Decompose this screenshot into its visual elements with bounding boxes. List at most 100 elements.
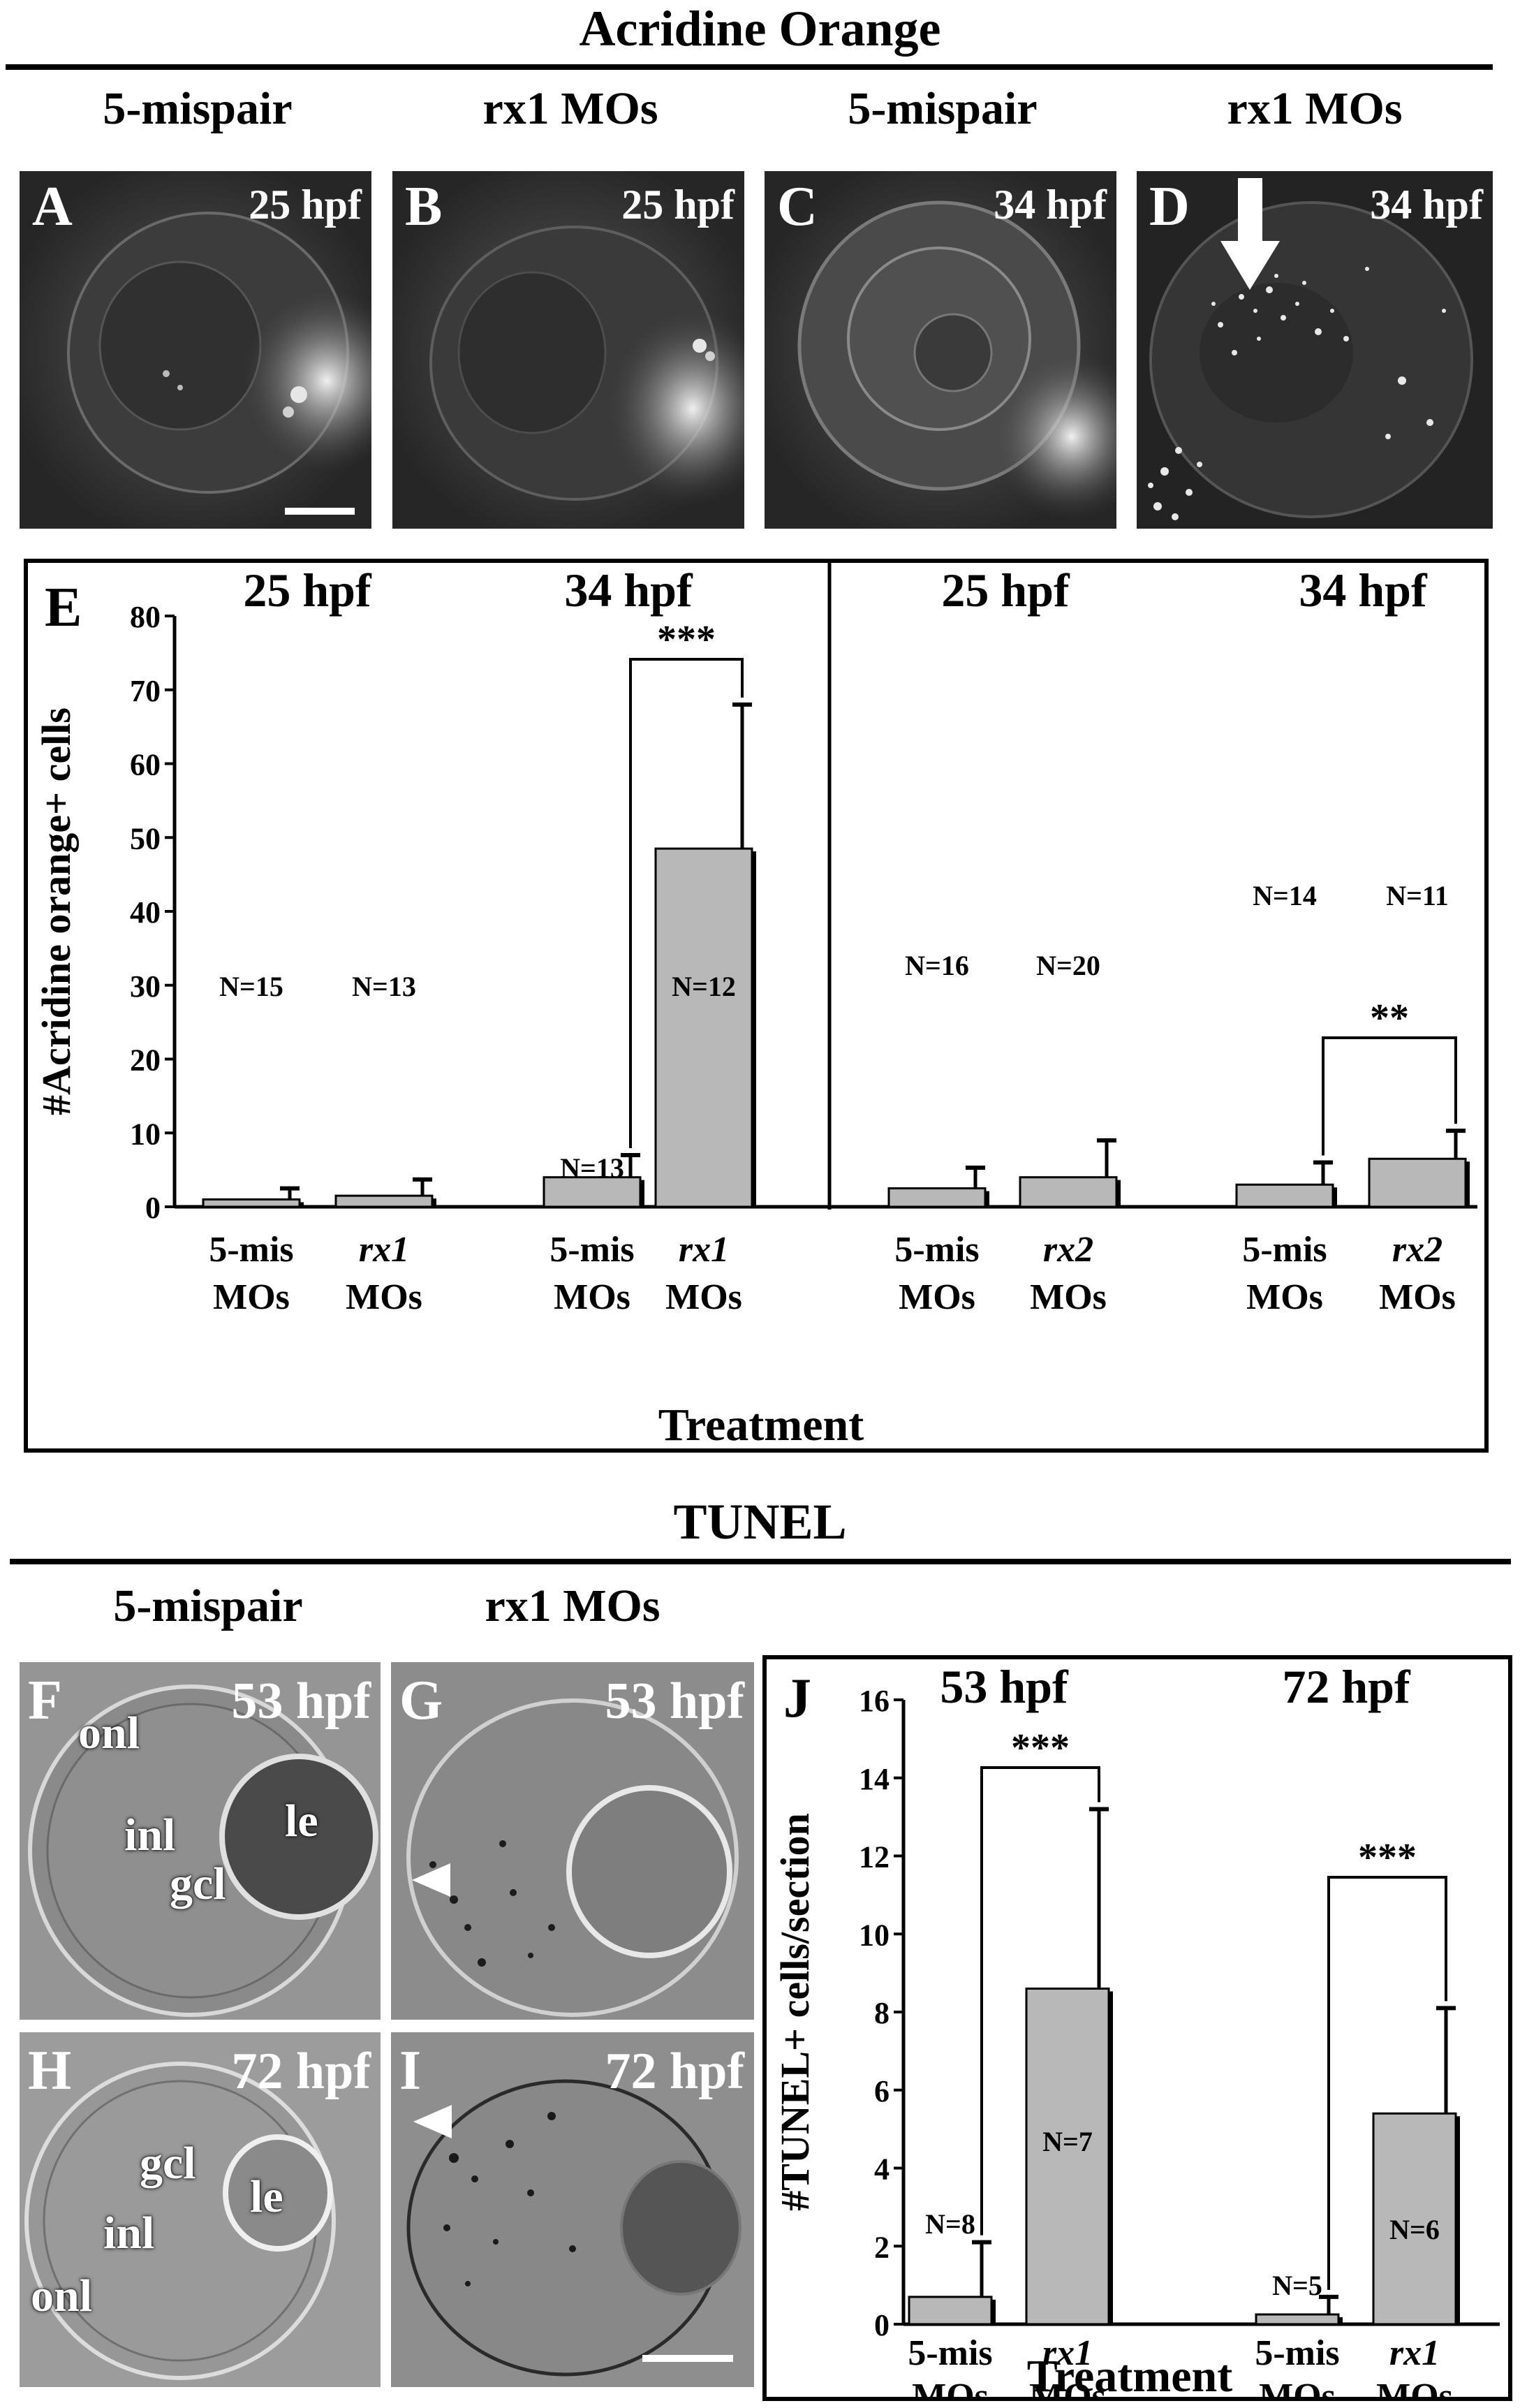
column-label-rx1-d: rx1 MOs <box>1227 83 1403 134</box>
bar <box>543 1176 642 1208</box>
scale-bar <box>642 2355 733 2362</box>
label-gcl-h: gcl <box>140 2138 196 2189</box>
panel-h-image <box>20 2032 381 2387</box>
sample-size-label: N=6 <box>1389 2214 1440 2245</box>
category-label-line1: 5-mis <box>549 1230 634 1270</box>
group-title: 34 hpf <box>564 564 693 617</box>
bar <box>1255 2313 1340 2326</box>
panel-letter: E <box>45 577 82 638</box>
category-label-line2: MOs <box>346 1277 422 1317</box>
category-label-line2: MOs <box>1246 1277 1323 1317</box>
acridine-title-rule <box>6 64 1493 70</box>
panel-letter-i: I <box>399 2040 422 2101</box>
category-label-line1: rx2 <box>1392 1230 1442 1270</box>
column-label-5-mispair-f: 5-mispair <box>113 1580 303 1631</box>
y-tick-label: 70 <box>130 674 161 708</box>
significance-stars: *** <box>657 618 716 661</box>
y-tick-label: 10 <box>130 1117 161 1151</box>
chart-panel-j: 0 2 4 6 8 10 12 14 16 #TUNEL+ cells/section Treatm… <box>762 1655 1512 2408</box>
micrograph-panel-a: A 25 hpf <box>20 171 371 529</box>
bar <box>908 2296 993 2326</box>
tunel-section-title: TUNEL <box>673 1494 847 1550</box>
category-label-line2: MOs <box>1029 2377 1106 2397</box>
y-tick-label: 40 <box>130 895 161 930</box>
acridine-section-title: Acridine Orange <box>579 1 941 57</box>
label-gcl-f: gcl <box>170 1858 226 1909</box>
category-label-line1: 5-mis <box>1255 2333 1339 2373</box>
group-title: 72 hpf <box>1282 1660 1411 1713</box>
y-axis-title: #Acridine orange+ cells <box>34 707 79 1115</box>
category-label-line1: rx2 <box>1043 1230 1093 1270</box>
panel-letter: J <box>783 1668 811 1729</box>
label-inl-h: inl <box>103 2208 155 2259</box>
sample-size-label: N=16 <box>905 950 969 981</box>
significance-bracket <box>629 658 744 1148</box>
panel-letter-b: B <box>405 176 443 237</box>
label-onl-f: onl <box>78 1708 140 1759</box>
micrograph-panel-h: H 72 hpf gcl le inl onl <box>20 2032 381 2387</box>
y-tick-label: 6 <box>874 2074 890 2108</box>
micrograph-panel-c: C 34 hpf <box>765 171 1116 529</box>
panel-time-g: 53 hpf <box>605 1673 744 1730</box>
label-le-h: le <box>250 2171 283 2222</box>
sample-size-label: N=8 <box>925 2208 975 2240</box>
group-title: 25 hpf <box>941 564 1070 617</box>
sample-size-label: N=7 <box>1042 2126 1093 2157</box>
sample-size-label: N=12 <box>672 971 736 1002</box>
group-title: 53 hpf <box>940 1660 1069 1713</box>
micrograph-panel-f: F 53 hpf onl inl gcl le <box>20 1662 381 2020</box>
tunel-title-rule <box>10 1559 1511 1564</box>
sample-size-label: N=13 <box>352 971 416 1002</box>
y-tick-label: 8 <box>874 1996 890 2030</box>
bar <box>202 1198 301 1208</box>
y-tick-label: 10 <box>859 1918 890 1952</box>
sample-size-label: N=15 <box>219 971 283 1002</box>
panel-c-image <box>765 171 1116 529</box>
y-axis-title: #TUNEL+ cells/section <box>772 1813 818 2211</box>
y-tick-label: 14 <box>859 1762 890 1796</box>
label-onl-h: onl <box>31 2270 93 2321</box>
category-label-line1: rx1 <box>679 1230 729 1270</box>
micrograph-panel-b: B 25 hpf <box>392 171 744 529</box>
panel-a-image <box>20 171 371 529</box>
y-tick-label: 60 <box>130 748 161 782</box>
micrograph-panel-d: D 34 hpf <box>1137 171 1493 529</box>
panel-time-f: 53 hpf <box>231 1673 371 1730</box>
significance-stars: *** <box>1011 1726 1070 1770</box>
bar <box>1372 2112 1457 2326</box>
y-tick-label: 30 <box>130 969 161 1004</box>
sample-size-label: N=5 <box>1272 2270 1322 2301</box>
column-label-rx1-g: rx1 MOs <box>485 1580 661 1631</box>
label-inl-f: inl <box>124 1809 176 1860</box>
panel-time-a: 25 hpf <box>249 182 362 228</box>
chart-panel-e: 0 10 20 30 40 50 60 70 80 #Acridine orange+ cells… <box>24 559 1489 1453</box>
sample-size-label: N=11 <box>1386 880 1448 911</box>
category-label-line2: MOs <box>912 2377 989 2397</box>
bar <box>1235 1183 1334 1208</box>
significance-bracket <box>980 1766 1100 2236</box>
y-tick-label: 80 <box>130 600 161 634</box>
arrowhead-icon <box>412 1863 450 1897</box>
sample-size-label: N=13 <box>560 1152 624 1184</box>
category-label-line1: rx1 <box>1389 2333 1440 2373</box>
significance-bracket <box>1327 1876 1447 2290</box>
panel-time-b: 25 hpf <box>621 182 735 228</box>
panel-letter-g: G <box>399 1670 443 1731</box>
micrograph-panel-i: I 72 hpf <box>391 2032 754 2387</box>
panel-time-i: 72 hpf <box>605 2043 744 2100</box>
sample-size-label: N=20 <box>1036 950 1100 981</box>
panel-f-image <box>20 1662 381 2020</box>
y-tick-label: 12 <box>859 1840 890 1874</box>
acridine-bar-chart: 0 10 20 30 40 50 60 70 80 #Acridine orange+ cells… <box>34 563 1477 1451</box>
category-label-line1: rx1 <box>359 1230 409 1270</box>
category-label-line1: 5-mis <box>908 2333 992 2373</box>
y-tick-label: 4 <box>874 2152 890 2187</box>
tunel-bar-chart: 0 2 4 6 8 10 12 14 16 #TUNEL+ cells/section Treatm… <box>772 1660 1500 2408</box>
panel-d-image <box>1137 171 1493 529</box>
y-tick-label: 2 <box>874 2230 890 2264</box>
panel-time-c: 34 hpf <box>994 182 1107 228</box>
category-label-line1: 5-mis <box>894 1230 979 1270</box>
x-axis-title: Treatment <box>658 1400 864 1448</box>
category-label-line2: MOs <box>1376 2377 1453 2397</box>
y-tick-label: 50 <box>130 821 161 856</box>
